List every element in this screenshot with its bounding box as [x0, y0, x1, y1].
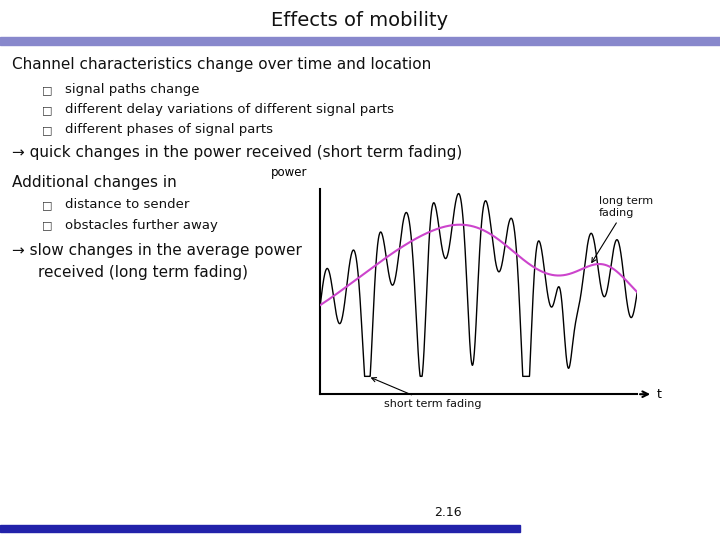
Text: → slow changes in the average power: → slow changes in the average power: [12, 242, 302, 258]
Text: □: □: [42, 220, 53, 230]
Text: obstacles further away: obstacles further away: [65, 219, 218, 232]
Text: power: power: [271, 166, 307, 179]
Text: □: □: [42, 105, 53, 115]
Text: different phases of signal parts: different phases of signal parts: [65, 124, 273, 137]
Text: → quick changes in the power received (short term fading): → quick changes in the power received (s…: [12, 145, 462, 159]
Bar: [0, 37, 720, 45]
Text: long term
fading: long term fading: [592, 196, 653, 262]
Text: □: □: [42, 85, 53, 95]
Text: □: □: [42, 200, 53, 210]
Text: short term fading: short term fading: [372, 377, 481, 409]
Text: different delay variations of different signal parts: different delay variations of different …: [65, 104, 394, 117]
Text: received (long term fading): received (long term fading): [38, 265, 248, 280]
Text: t: t: [656, 388, 661, 401]
Text: distance to sender: distance to sender: [65, 199, 189, 212]
Text: Channel characteristics change over time and location: Channel characteristics change over time…: [12, 57, 431, 72]
Text: 2.16: 2.16: [434, 505, 462, 518]
Text: Additional changes in: Additional changes in: [12, 174, 176, 190]
Text: Effects of mobility: Effects of mobility: [271, 10, 449, 30]
Bar: [0, 525, 520, 532]
Text: signal paths change: signal paths change: [65, 84, 199, 97]
Text: □: □: [42, 125, 53, 135]
